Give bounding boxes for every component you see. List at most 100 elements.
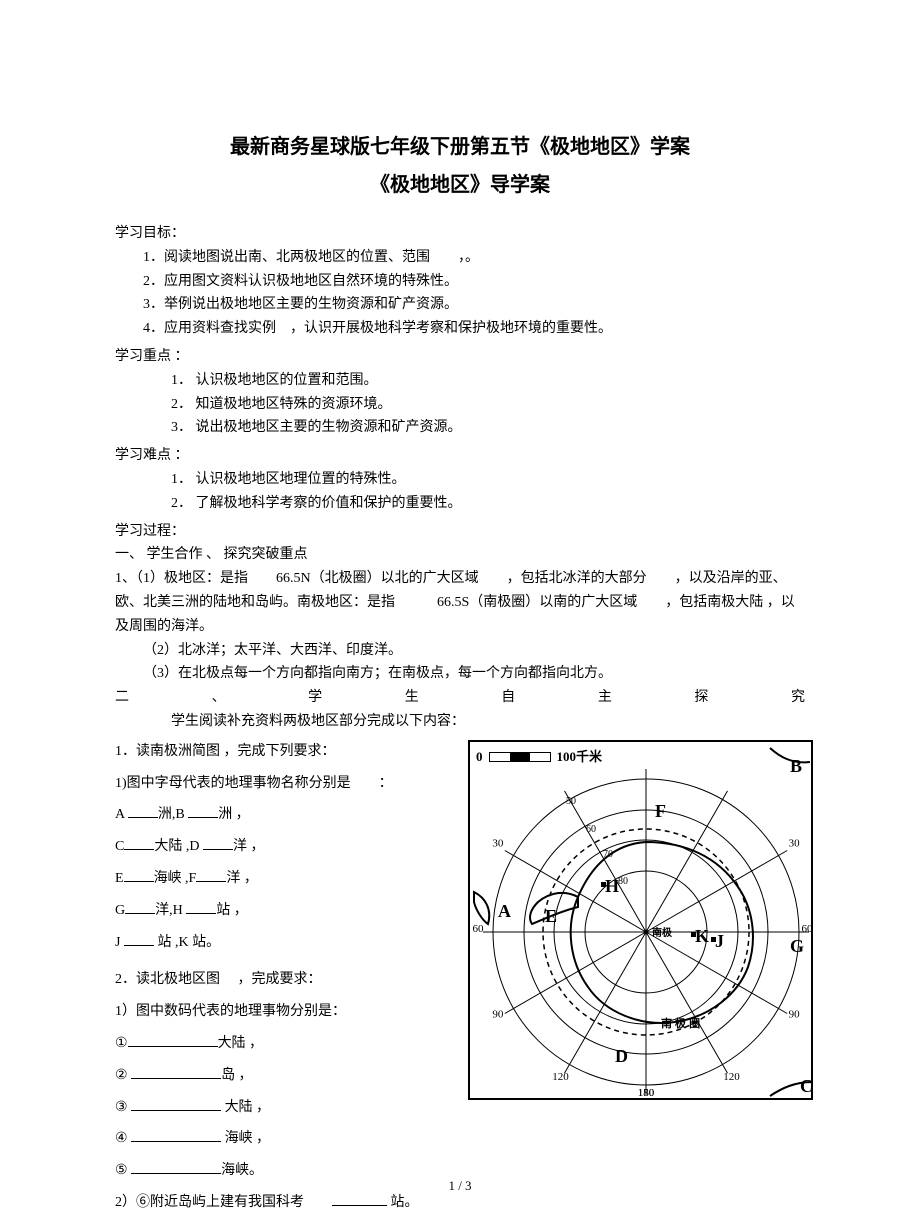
- svg-text:B: B: [790, 756, 802, 776]
- q1-sub1: 1)图中字母代表的地理事物名称分别是 ：: [115, 772, 460, 796]
- q1-line-ef: E 海峡 ,F 洋 ，: [115, 867, 460, 891]
- focus-1: 1． 认识极地地区的位置和范围。: [115, 369, 805, 393]
- step1-p1: 1、（1）极地区：是指 66.5N（北极圈）以北的广大区域 ，包括北冰洋的大部分…: [115, 567, 805, 638]
- blank-c[interactable]: [124, 836, 154, 850]
- q1-c-pre: C: [115, 839, 124, 854]
- blank-f[interactable]: [196, 868, 226, 882]
- blank-e[interactable]: [124, 868, 154, 882]
- svg-text:J: J: [715, 931, 724, 951]
- svg-text:90: 90: [492, 1008, 504, 1020]
- q2-sub2-post: 站。: [387, 1195, 419, 1210]
- svg-text:K: K: [695, 926, 709, 946]
- svg-text:30: 30: [492, 837, 504, 849]
- svg-text:F: F: [655, 801, 666, 821]
- goal-3: 3．举例说出极地地区主要的生物资源和矿产资源。: [115, 293, 805, 317]
- q1-c-post: 大陆 ,D: [154, 839, 203, 854]
- q1-e-pre: E: [115, 871, 124, 886]
- j-c5: 主: [598, 686, 612, 710]
- blank-i2[interactable]: [131, 1065, 221, 1079]
- blank-i4[interactable]: [131, 1128, 221, 1142]
- step2-label: 二 、 学 生 自 主 探 究: [115, 686, 805, 710]
- svg-text:70: 70: [603, 849, 613, 860]
- step1-label: 一、 学生合作 、 探究突破重点: [115, 543, 805, 567]
- svg-text:120: 120: [552, 1071, 569, 1083]
- goal-2: 2．应用图文资料认识极地地区自然环境的特殊性。: [115, 270, 805, 294]
- q1-h-post: 站 ，: [216, 903, 248, 918]
- blank-i1[interactable]: [128, 1033, 218, 1047]
- svg-text:D: D: [615, 1046, 628, 1066]
- focus-label: 学习重点 ：: [115, 345, 805, 369]
- q2-i3-post: 大陆 ，: [221, 1100, 270, 1115]
- q1-b-post: 洲 ，: [218, 807, 250, 822]
- svg-text:60: 60: [473, 923, 485, 935]
- svg-text:G: G: [790, 936, 804, 956]
- blank-i3[interactable]: [131, 1097, 221, 1111]
- q1-line-cd: C 大陆 ,D 洋 ，: [115, 835, 460, 859]
- q1-line-ab: A 洲,B 洲 ，: [115, 803, 460, 827]
- svg-text:120: 120: [723, 1071, 740, 1083]
- j-c7: 究: [791, 686, 805, 710]
- j-c4: 自: [501, 686, 515, 710]
- blank-h[interactable]: [186, 900, 216, 914]
- q1-f-post: 洋 ，: [226, 871, 258, 886]
- q1-g-pre: G: [115, 903, 125, 918]
- blank-a[interactable]: [128, 804, 158, 818]
- process-label: 学习过程：: [115, 520, 805, 544]
- blank-i5[interactable]: [131, 1160, 221, 1174]
- blank-g[interactable]: [125, 900, 155, 914]
- q2-i3-pre: ③: [115, 1100, 131, 1115]
- map-column: 0 100千米 南极南 极 圈3030606090901201201501805…: [460, 740, 805, 1223]
- svg-text:60: 60: [802, 923, 814, 935]
- q1-d-post: 洋 ，: [233, 839, 265, 854]
- title-line-1: 最新商务星球版七年级下册第五节《极地地区》学案: [115, 130, 805, 164]
- svg-text:C: C: [800, 1076, 813, 1096]
- q1-j-pre: J: [115, 935, 124, 950]
- j-c2: 学: [308, 686, 322, 710]
- q2-i2: ② 岛 ，: [115, 1064, 460, 1088]
- j-c0: 二: [115, 686, 129, 710]
- svg-text:90: 90: [789, 1008, 801, 1020]
- focus-3: 3． 说出极地地区主要的生物资源和矿产资源。: [115, 416, 805, 440]
- q2-i2-post: 岛 ，: [221, 1068, 253, 1083]
- q2-i3: ③ 大陆 ，: [115, 1096, 460, 1120]
- focus-2: 2． 知道极地地区特殊的资源环境。: [115, 393, 805, 417]
- q2-i1-pre: ①: [115, 1036, 128, 1051]
- svg-text:180: 180: [638, 1087, 655, 1099]
- svg-text:60: 60: [586, 824, 596, 835]
- q2-i4: ④ 海峡 ，: [115, 1127, 460, 1151]
- antarctica-map: 0 100千米 南极南 极 圈3030606090901201201501805…: [468, 740, 813, 1100]
- blank-b[interactable]: [188, 804, 218, 818]
- questions-column: 1．读南极洲简图 ，完成下列要求： 1)图中字母代表的地理事物名称分别是 ： A…: [115, 740, 460, 1223]
- goal-4: 4．应用资料查找实例 ，认识开展极地科学考察和保护极地环境的重要性。: [115, 317, 805, 341]
- q2-i4-pre: ④: [115, 1131, 131, 1146]
- step1-p2: （2）北冰洋；太平洋、大西洋、印度洋。: [115, 639, 805, 663]
- q1-g-post: 洋,H: [155, 903, 186, 918]
- difficulty-2: 2． 了解极地科学考察的价值和保护的重要性。: [115, 492, 805, 516]
- svg-text:南 极 圈: 南 极 圈: [661, 1016, 700, 1030]
- step2-intro: 学生阅读补充资料两极地区部分完成以下内容：: [115, 710, 805, 734]
- difficulty-label: 学习难点 ：: [115, 444, 805, 468]
- blank-j[interactable]: [124, 932, 154, 946]
- q1-title: 1．读南极洲简图 ，完成下列要求：: [115, 740, 460, 764]
- q1-a-post: 洲,B: [158, 807, 188, 822]
- q1-line-jk: J 站 ,K 站。: [115, 931, 460, 955]
- step1-p3: （3）在北极点每一个方向都指向南方；在南极点，每一个方向都指向北方。: [115, 662, 805, 686]
- map-svg: 南极南 极 圈30306060909012012015018050607080A…: [470, 742, 815, 1102]
- q2-i1: ①大陆 ，: [115, 1032, 460, 1056]
- svg-text:30: 30: [789, 837, 801, 849]
- q1-e-post: 海峡 ,F: [154, 871, 197, 886]
- goal-1: 1．阅读地图说出南、北两极地区的位置、范围 ，。: [115, 246, 805, 270]
- svg-text:50: 50: [566, 796, 576, 807]
- title-line-2: 《极地地区》导学案: [115, 168, 805, 202]
- j-c1: 、: [212, 686, 226, 710]
- j-c6: 探: [694, 686, 708, 710]
- svg-text:H: H: [605, 876, 619, 896]
- q1-line-gh: G 洋,H 站 ，: [115, 899, 460, 923]
- goals-label: 学习目标：: [115, 222, 805, 246]
- page-number: 1 / 3: [0, 1175, 920, 1197]
- q1-a-pre: A: [115, 807, 128, 822]
- blank-d[interactable]: [203, 836, 233, 850]
- j-c3: 生: [405, 686, 419, 710]
- svg-text:南极: 南极: [652, 926, 673, 939]
- q2-sub2-pre: 2）⑥附近岛屿上建有我国科考: [115, 1195, 332, 1210]
